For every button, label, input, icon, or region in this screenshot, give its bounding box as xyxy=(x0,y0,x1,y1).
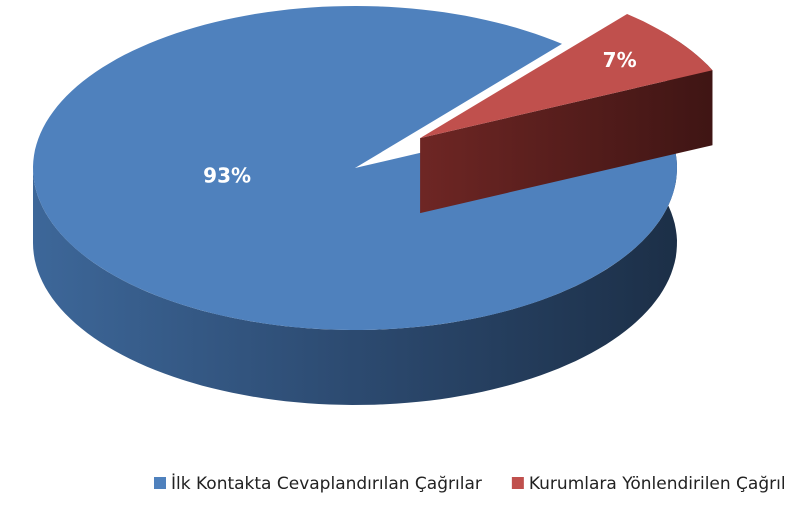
slice-cut-face xyxy=(420,70,713,214)
legend-swatch xyxy=(154,477,166,489)
data-label: 7% xyxy=(603,48,637,72)
slice xyxy=(420,14,713,139)
legend-swatch xyxy=(511,477,524,489)
slice-side xyxy=(33,100,677,405)
legend-label: İlk Kontakta Cevaplandırılan Çağrılar xyxy=(171,473,482,494)
legend-label: Kurumlara Yönlendirilen Çağrılar xyxy=(529,474,786,494)
data-label: 93% xyxy=(203,164,251,188)
slice xyxy=(33,6,677,330)
